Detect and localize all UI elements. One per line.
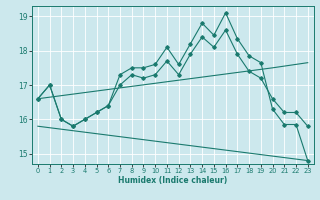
X-axis label: Humidex (Indice chaleur): Humidex (Indice chaleur) xyxy=(118,176,228,185)
